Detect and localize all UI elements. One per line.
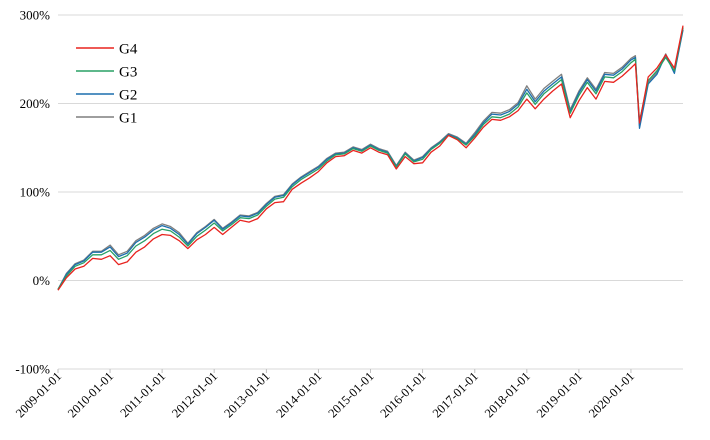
legend-label-g2: G2	[119, 88, 137, 104]
x-tick-label: 2018-01-01	[482, 369, 533, 420]
y-tick-label: 0%	[33, 273, 51, 288]
y-tick-label: 300%	[20, 8, 51, 23]
x-tick-label: 2011-01-01	[117, 369, 168, 420]
x-tick-label: 2020-01-01	[586, 369, 637, 420]
grid-layer	[58, 14, 683, 281]
series-layer	[57, 25, 684, 291]
axis-layer: -100%0%100%200%300%2009-01-01 2010-01-01 2…	[13, 8, 683, 420]
legend: G4 G3 G2 G1	[76, 42, 138, 127]
x-tick-label: 2010-01-01	[65, 369, 116, 420]
x-tick-label: 2014-01-01	[273, 369, 324, 420]
legend-label-g1: G1	[119, 111, 137, 127]
x-tick-label: 2013-01-01	[221, 369, 272, 420]
y-tick-label: 200%	[20, 96, 51, 111]
legend-label-g3: G3	[119, 65, 137, 81]
x-tick-label: 2015-01-01	[325, 369, 376, 420]
y-tick-label: -100%	[15, 362, 50, 377]
series-line-g1	[57, 28, 684, 290]
y-tick-label: 100%	[20, 185, 51, 200]
x-tick-label: 2017-01-01	[430, 369, 481, 420]
x-tick-label: 2012-01-01	[169, 369, 220, 420]
series-line-g4	[57, 25, 684, 291]
x-tick-label: 2019-01-01	[534, 369, 585, 420]
legend-label-g4: G4	[119, 42, 138, 58]
series-line-g3	[57, 27, 684, 290]
series-line-g2	[57, 29, 684, 290]
x-tick-label: 2009-01-01	[13, 369, 64, 420]
x-tick-label: 2016-01-01	[378, 369, 429, 420]
